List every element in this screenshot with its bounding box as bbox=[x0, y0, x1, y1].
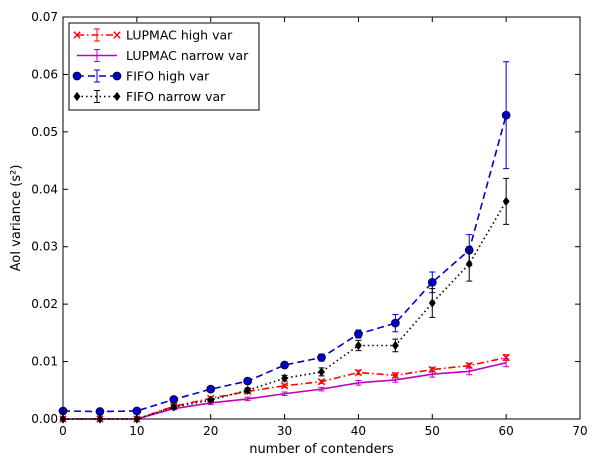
data-point bbox=[206, 384, 216, 394]
legend-error-bar bbox=[94, 28, 100, 42]
data-point bbox=[207, 395, 215, 405]
legend-label: LUPMAC high var bbox=[126, 28, 233, 43]
data-point bbox=[354, 329, 363, 339]
y-tick-label: 0.06 bbox=[31, 67, 58, 81]
legend-error-bar bbox=[94, 90, 100, 103]
y-tick-label: 0.02 bbox=[31, 297, 58, 311]
data-point bbox=[95, 407, 105, 416]
y-axis-label: AoI variance (s²) bbox=[9, 165, 24, 272]
series-4 bbox=[59, 177, 510, 424]
x-tick-label: 0 bbox=[59, 424, 67, 438]
legend-marker bbox=[113, 91, 121, 102]
error-bar bbox=[503, 358, 510, 368]
data-point bbox=[502, 196, 510, 206]
data-point bbox=[317, 377, 326, 386]
data-point bbox=[317, 353, 326, 362]
data-point bbox=[281, 373, 289, 383]
data-point bbox=[502, 353, 510, 362]
data-point bbox=[501, 110, 511, 120]
series-3 bbox=[58, 61, 511, 416]
x-tick-label: 40 bbox=[351, 424, 366, 438]
x-axis-label: number of contenders bbox=[249, 442, 394, 456]
data-point bbox=[354, 368, 363, 377]
x-tick-label: 70 bbox=[572, 424, 587, 438]
data-point bbox=[280, 381, 289, 390]
legend-marker bbox=[72, 71, 82, 81]
x-tick-label: 30 bbox=[277, 424, 292, 438]
y-tick-label: 0.03 bbox=[31, 240, 58, 254]
data-point bbox=[318, 367, 325, 377]
data-point bbox=[170, 402, 178, 412]
data-point bbox=[244, 385, 252, 395]
y-tick-label: 0.01 bbox=[31, 355, 58, 369]
x-tick-label: 50 bbox=[425, 424, 440, 438]
axis-ticks: 0 10 20 30 40 50 60 70 0.00 0.01 0.02 0.03 0.04 0.05 0… bbox=[31, 10, 587, 438]
legend-label: LUPMAC narrow var bbox=[126, 48, 249, 63]
x-tick-label: 20 bbox=[203, 424, 218, 438]
y-tick-label: 0.07 bbox=[31, 10, 58, 24]
data-point bbox=[428, 298, 436, 308]
data-point bbox=[169, 395, 179, 404]
y-tick-label: 0.04 bbox=[31, 182, 58, 196]
legend-marker bbox=[73, 91, 81, 102]
legend-marker bbox=[73, 31, 81, 39]
data-point bbox=[391, 318, 400, 328]
x-tick-label: 60 bbox=[499, 424, 514, 438]
y-tick-label: 0.00 bbox=[31, 412, 58, 426]
data-point bbox=[354, 340, 362, 351]
data-point bbox=[465, 259, 473, 269]
legend-error-bar bbox=[94, 49, 100, 62]
legend-label: FIFO narrow var bbox=[126, 89, 226, 104]
y-tick-label: 0.05 bbox=[31, 125, 58, 139]
data-point bbox=[280, 360, 289, 370]
legend-marker bbox=[113, 31, 121, 39]
legend-marker bbox=[112, 71, 122, 81]
data-point bbox=[132, 406, 142, 416]
legend-label: FIFO high var bbox=[126, 69, 210, 84]
legend-box bbox=[68, 22, 260, 111]
plot-frame bbox=[62, 16, 581, 420]
data-point bbox=[391, 340, 399, 351]
plot-area bbox=[58, 61, 511, 424]
legend: LUPMAC high var LUPMAC narrow var FIFO hig… bbox=[68, 22, 260, 111]
data-point bbox=[243, 376, 252, 386]
x-tick-label: 10 bbox=[129, 424, 144, 438]
legend-error-bar bbox=[94, 69, 100, 83]
data-point bbox=[427, 277, 437, 287]
